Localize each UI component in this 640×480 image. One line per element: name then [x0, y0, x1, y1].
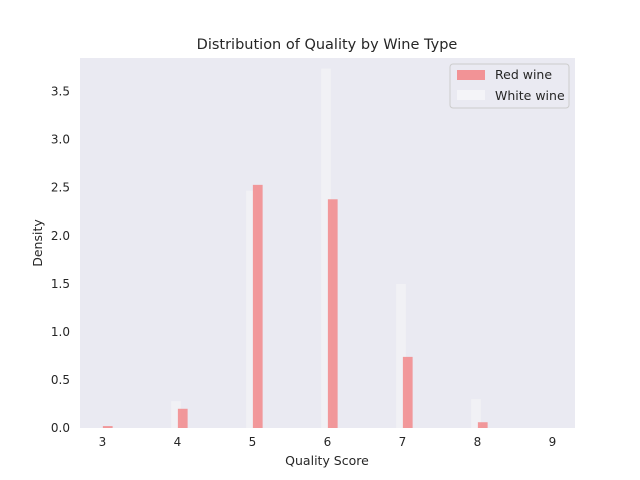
white-wine-bar-7: [396, 283, 406, 428]
red-wine-bar-7: [402, 356, 413, 428]
x-tick-label: 6: [324, 435, 332, 449]
y-tick-label: 3.0: [51, 133, 70, 147]
y-axis-label: Density: [30, 219, 45, 267]
legend: Red wine White wine: [449, 63, 570, 109]
x-tick-labels: 3 4 5 6 7 8 9: [99, 435, 557, 449]
y-tick-label: 2.5: [51, 181, 70, 195]
red-wine-bar-3: [102, 426, 113, 428]
red-wine-bar-6: [327, 199, 338, 428]
x-tick-label: 4: [174, 435, 182, 449]
y-tick-label: 1.5: [51, 277, 70, 291]
y-tick-label: 2.0: [51, 229, 70, 243]
white-wine-bar-4: [171, 401, 181, 428]
x-tick-label: 9: [549, 435, 557, 449]
y-tick-label: 1.0: [51, 325, 70, 339]
bars-layer: [102, 68, 488, 429]
white-wine-bar-5: [246, 190, 256, 428]
legend-label-white-wine: White wine: [495, 88, 565, 103]
x-tick-label: 3: [99, 435, 107, 449]
y-tick-label: 3.5: [51, 85, 70, 99]
white-wine-bar-6: [321, 68, 331, 429]
red-wine-bar-4: [177, 408, 188, 428]
red-wine-bar-5: [252, 184, 263, 428]
y-tick-label: 0.5: [51, 373, 70, 387]
y-tick-label: 0.0: [51, 421, 70, 435]
legend-label-red-wine: Red wine: [495, 67, 552, 82]
chart-title: Distribution of Quality by Wine Type: [197, 37, 458, 53]
x-tick-label: 5: [249, 435, 257, 449]
legend-swatch-red-wine: [457, 70, 485, 80]
red-wine-bar-8: [477, 422, 488, 428]
legend-swatch-white-wine: [457, 90, 485, 100]
x-tick-label: 7: [399, 435, 407, 449]
x-tick-label: 8: [474, 435, 482, 449]
x-axis-label: Quality Score: [285, 453, 369, 468]
y-tick-labels: 0.0 0.5 1.0 1.5 2.0 2.5 3.0 3.5: [51, 85, 70, 435]
white-wine-bar-8: [471, 399, 481, 428]
